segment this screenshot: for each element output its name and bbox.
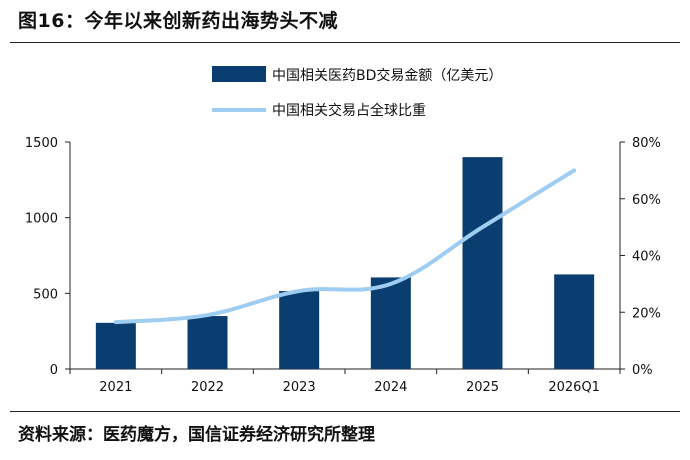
legend-bar-swatch <box>212 66 266 82</box>
figure-title: 图16：今年以来创新药出海势头不减 <box>18 10 338 32</box>
x-tick-label: 2024 <box>374 380 407 395</box>
x-tick-label: 2025 <box>466 380 499 395</box>
left-tick-label: 1500 <box>25 136 58 151</box>
bar <box>279 291 320 369</box>
right-tick-label: 20% <box>632 306 661 321</box>
axes: 0 500 1000 1500 0% 20% 40% 60% 80% 2021 2022 2023 20… <box>25 136 661 395</box>
right-tick-label: 60% <box>632 193 661 208</box>
share-line <box>113 168 577 325</box>
bar <box>462 157 503 369</box>
bar-series <box>95 157 595 369</box>
right-tick-label: 40% <box>632 250 661 265</box>
bar <box>95 322 136 369</box>
right-tick-label: 80% <box>632 136 661 151</box>
x-tick-label: 2021 <box>99 380 132 395</box>
bar <box>554 274 595 369</box>
left-tick-label: 0 <box>50 363 58 378</box>
bar <box>370 277 411 369</box>
x-tick-label: 2026Q1 <box>548 380 600 395</box>
left-tick-label: 1000 <box>25 212 58 227</box>
legend: 中国相关医药BD交易金额（亿美元） 中国相关交易占全球比重 <box>212 66 502 119</box>
legend-bar-label: 中国相关医药BD交易金额（亿美元） <box>272 67 502 84</box>
line-series <box>113 168 577 325</box>
bar <box>187 316 228 369</box>
left-tick-label: 500 <box>33 287 58 302</box>
x-tick-label: 2023 <box>283 380 316 395</box>
bottom-divider <box>10 411 680 412</box>
x-tick-label: 2022 <box>191 380 224 395</box>
top-divider <box>10 42 680 43</box>
right-tick-label: 0% <box>632 363 653 378</box>
legend-line-label: 中国相关交易占全球比重 <box>272 102 426 119</box>
source-note: 资料来源：医药魔方，国信证券经济研究所整理 <box>18 425 375 445</box>
